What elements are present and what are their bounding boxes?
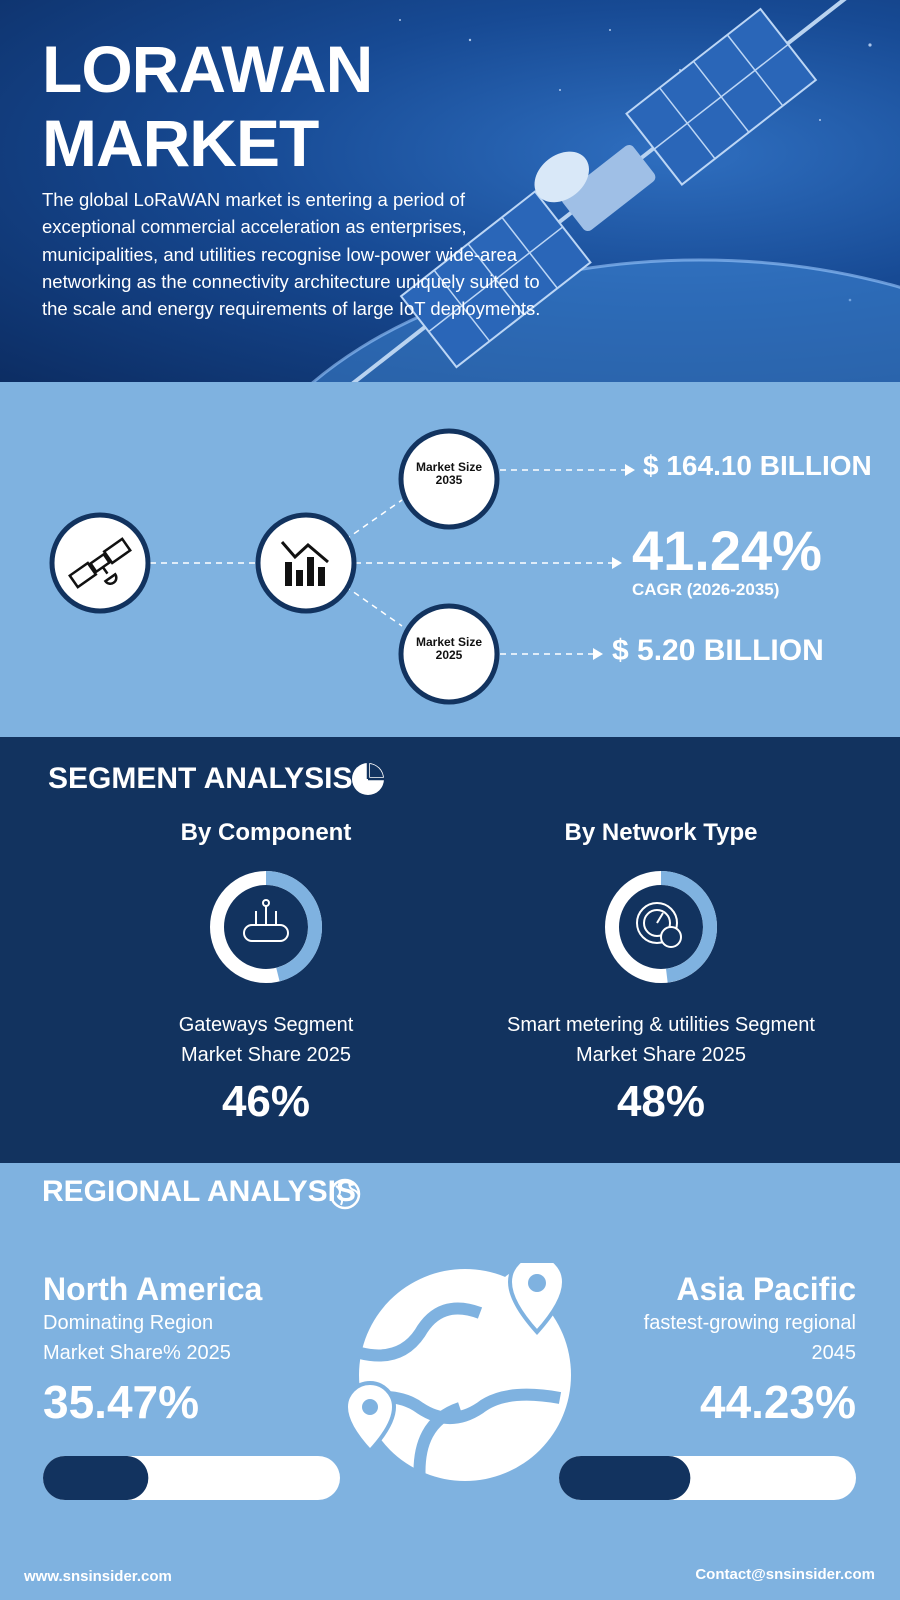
donut-layer [210,871,717,983]
circle-label: Market Size 2035 [401,461,497,487]
arrowheads [593,464,635,660]
segment-icon [636,902,682,948]
title-line: LORAWAN [42,32,373,106]
region-name: North America [43,1271,263,1307]
world-illustration [343,1263,571,1484]
region-label: 2045 [811,1342,857,1364]
bar-fill [43,1456,149,1500]
segment-label: Smart metering & utilities Segment [507,1014,815,1036]
segment-column: By Component Gateways Segment Market Share… [46,737,486,1163]
segment-value: 46% [221,1077,311,1126]
hero: LORAWAN MARKET The global LoRaWAN market… [0,0,900,382]
satellite-icon [68,537,132,589]
website: www.snsinsider.com [24,1568,172,1585]
cagr-label: CAGR (2026-2035) [632,580,780,599]
cagr-value: 41.24% [632,519,822,582]
region-name: Asia Pacific [676,1271,856,1307]
satellite-icon-circle [49,512,151,614]
bar-fill [559,1456,691,1500]
section-title: SEGMENT ANALYSIS [48,762,353,795]
segment-label: Gateways Segment [178,1014,354,1036]
region-label: Market Share% 2025 [43,1342,231,1364]
market-size-2025: $ 5.20 BILLION [612,634,824,667]
label-line: Market Size [415,635,483,649]
region-column: Asia Pacific fastest-growing regional 2045… [559,1163,856,1463]
pie-icon [352,763,384,795]
segment-title: By Network Type [564,819,758,846]
chart-icon [280,541,329,586]
segment-title: By Component [180,819,352,846]
market-stats: Market Size 2035 Market Size 2025 $ 164.10… [0,382,900,737]
donut-arc [210,871,322,983]
segment-label: Market Share 2025 [180,1044,352,1066]
circle-label: Market Size 2025 [401,636,497,662]
chart-icon-circle [255,512,357,614]
regional-analysis: REGIONAL ANALYSIS North America Dominatin… [0,1163,900,1600]
segment-value: 48% [616,1077,706,1126]
region-column: North America Dominating Region Market Sha… [43,1163,340,1463]
region-label: Dominating Region [43,1312,214,1334]
segment-column: By Network Type Smart metering & utilitie… [441,737,881,1163]
globe-icon [329,1178,361,1210]
segment-label: Market Share 2025 [575,1044,747,1066]
segment-icon [243,899,289,942]
connectors [150,469,625,655]
label-line: Market Size [415,460,483,474]
segment-analysis: SEGMENT ANALYSIS By Component Gateways Se… [0,737,900,1163]
region-label: fastest-growing regional [643,1312,856,1334]
size-2025-circle [398,603,500,705]
section-title: REGIONAL ANALYSIS [42,1175,356,1208]
region-value: 44.23% [699,1376,856,1428]
size-2035-circle [398,428,500,530]
satellite [345,0,868,382]
bar-layer [43,1456,856,1500]
hero-art [311,0,900,382]
label-line: 2035 [435,473,463,487]
market-size-2035: $ 164.10 BILLION [643,450,872,481]
label-line: 2025 [435,648,463,662]
donut-arc [605,871,717,983]
description: The global LoRaWAN market is entering a … [42,189,541,320]
title-line: MARKET [42,106,319,180]
stats-diagram [49,428,635,705]
region-value: 35.47% [43,1376,200,1428]
contact: Contact@snsinsider.com [695,1566,875,1583]
